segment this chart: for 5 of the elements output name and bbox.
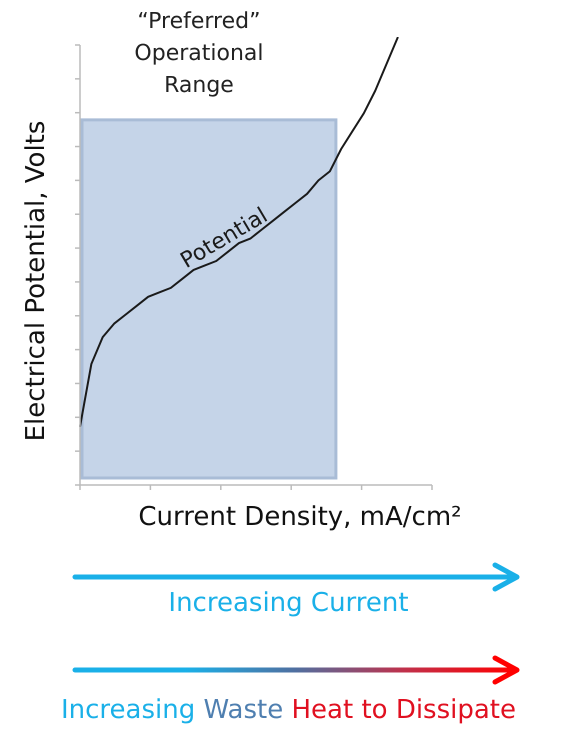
y-axis-title: Electrical Potential, Volts bbox=[21, 120, 51, 442]
annotation: “Preferred” Operational Range bbox=[134, 9, 264, 98]
x-axis-title: Current Density, mA/cm² bbox=[138, 502, 462, 532]
text: Increasing Current bbox=[167, 588, 410, 618]
text: Increasing Waste Heat to Dissipate bbox=[60, 695, 516, 725]
